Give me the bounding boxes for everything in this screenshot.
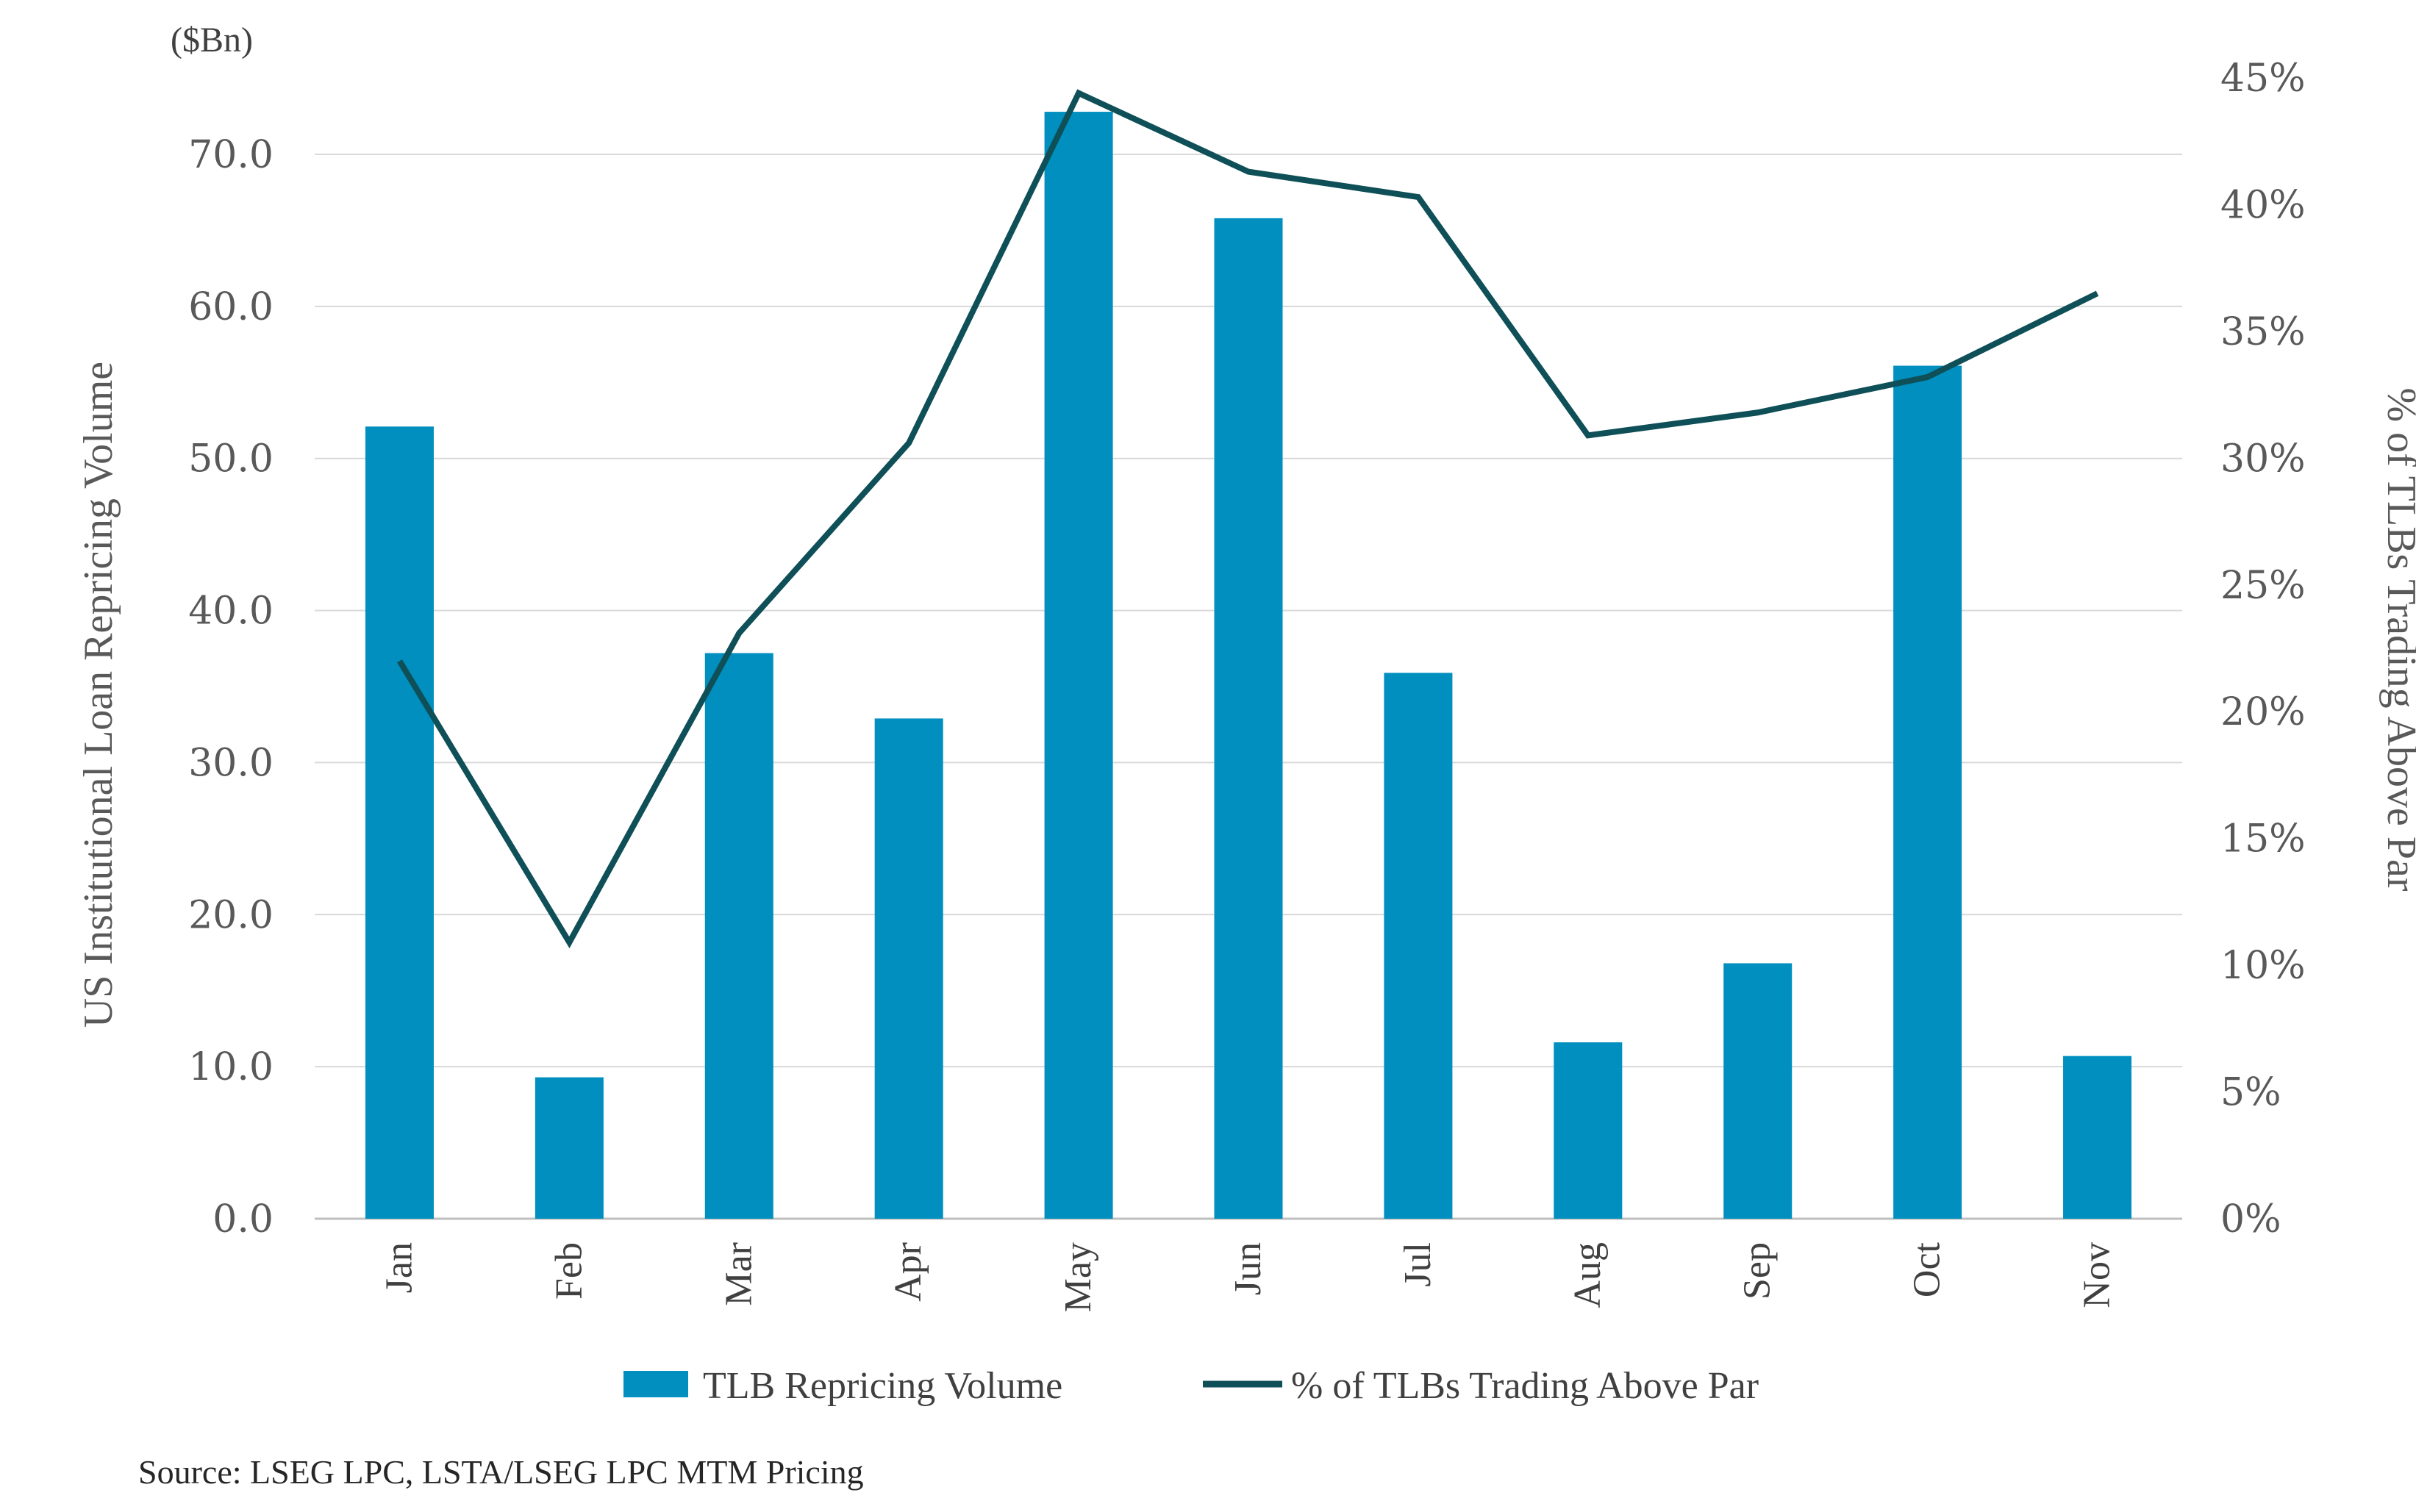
x-tick-label: May	[1057, 1242, 1099, 1312]
x-tick-label: Jul	[1397, 1242, 1439, 1287]
right-axis-title: % of TLBs Trading Above Par	[2379, 388, 2416, 892]
line-series	[397, 89, 2099, 949]
right-tick-label: 15%	[2220, 817, 2306, 861]
left-tick-label: 20.0	[188, 893, 274, 937]
bar	[2063, 1056, 2132, 1219]
right-tick-label: 45%	[2220, 57, 2306, 101]
x-tick-label: Nov	[2076, 1242, 2118, 1308]
x-tick-label: Mar	[718, 1242, 760, 1306]
right-axis-ticks: 0% 5% 10% 15% 20% 25% 30% 35% 40% 45%	[2220, 57, 2306, 1242]
legend: TLB Repricing Volume % of TLBs Trading A…	[623, 1365, 1759, 1407]
bar	[1214, 218, 1283, 1219]
x-tick-label: Oct	[1906, 1242, 1948, 1297]
bar	[874, 718, 943, 1219]
bar	[1893, 365, 1962, 1219]
bar	[704, 653, 773, 1219]
bar	[365, 426, 434, 1219]
left-tick-label: 30.0	[188, 741, 274, 785]
legend-bar-swatch	[623, 1371, 688, 1397]
right-tick-label: 10%	[2220, 944, 2306, 988]
x-tick-label: Jan	[378, 1242, 420, 1293]
left-tick-label: 0.0	[212, 1197, 274, 1242]
right-tick-label: 5%	[2220, 1071, 2281, 1115]
x-tick-label: Feb	[548, 1242, 590, 1300]
unit-label: ($Bn)	[171, 21, 253, 60]
bar	[1384, 673, 1453, 1219]
bar	[1723, 963, 1793, 1219]
right-tick-label: 30%	[2220, 437, 2306, 481]
left-axis-ticks: 0.0 10.0 20.0 30.0 40.0 50.0 60.0 70.0	[188, 133, 274, 1242]
x-tick-label: Apr	[887, 1242, 929, 1302]
legend-bar-label: TLB Repricing Volume	[703, 1365, 1062, 1407]
right-tick-label: 0%	[2220, 1197, 2281, 1242]
right-tick-label: 25%	[2220, 564, 2306, 608]
bar	[1044, 112, 1113, 1219]
x-tick-label: Jun	[1227, 1242, 1269, 1295]
x-tick-label: Aug	[1567, 1242, 1609, 1308]
left-tick-label: 40.0	[188, 590, 274, 634]
x-tick-label: Sep	[1737, 1242, 1779, 1300]
bar-series	[365, 112, 2132, 1219]
legend-line-label: % of TLBs Trading Above Par	[1291, 1365, 1759, 1407]
bar	[535, 1077, 604, 1219]
source-note: Source: LSEG LPC, LSTA/LSEG LPC MTM Pric…	[138, 1453, 864, 1491]
right-tick-label: 35%	[2220, 310, 2306, 354]
right-tick-label: 40%	[2220, 183, 2306, 227]
left-tick-label: 70.0	[188, 133, 274, 177]
left-tick-label: 50.0	[188, 437, 274, 481]
left-axis-title: US Institutional Loan Repricing Volume	[76, 362, 121, 1028]
right-tick-label: 20%	[2220, 690, 2306, 734]
x-axis-ticks: Jan Feb Mar Apr May Jun Jul Aug Sep Oct Nov	[378, 1242, 2117, 1312]
bar	[1554, 1042, 1623, 1219]
left-tick-label: 10.0	[188, 1045, 274, 1089]
line-path	[397, 89, 2099, 949]
left-tick-label: 60.0	[188, 285, 274, 329]
